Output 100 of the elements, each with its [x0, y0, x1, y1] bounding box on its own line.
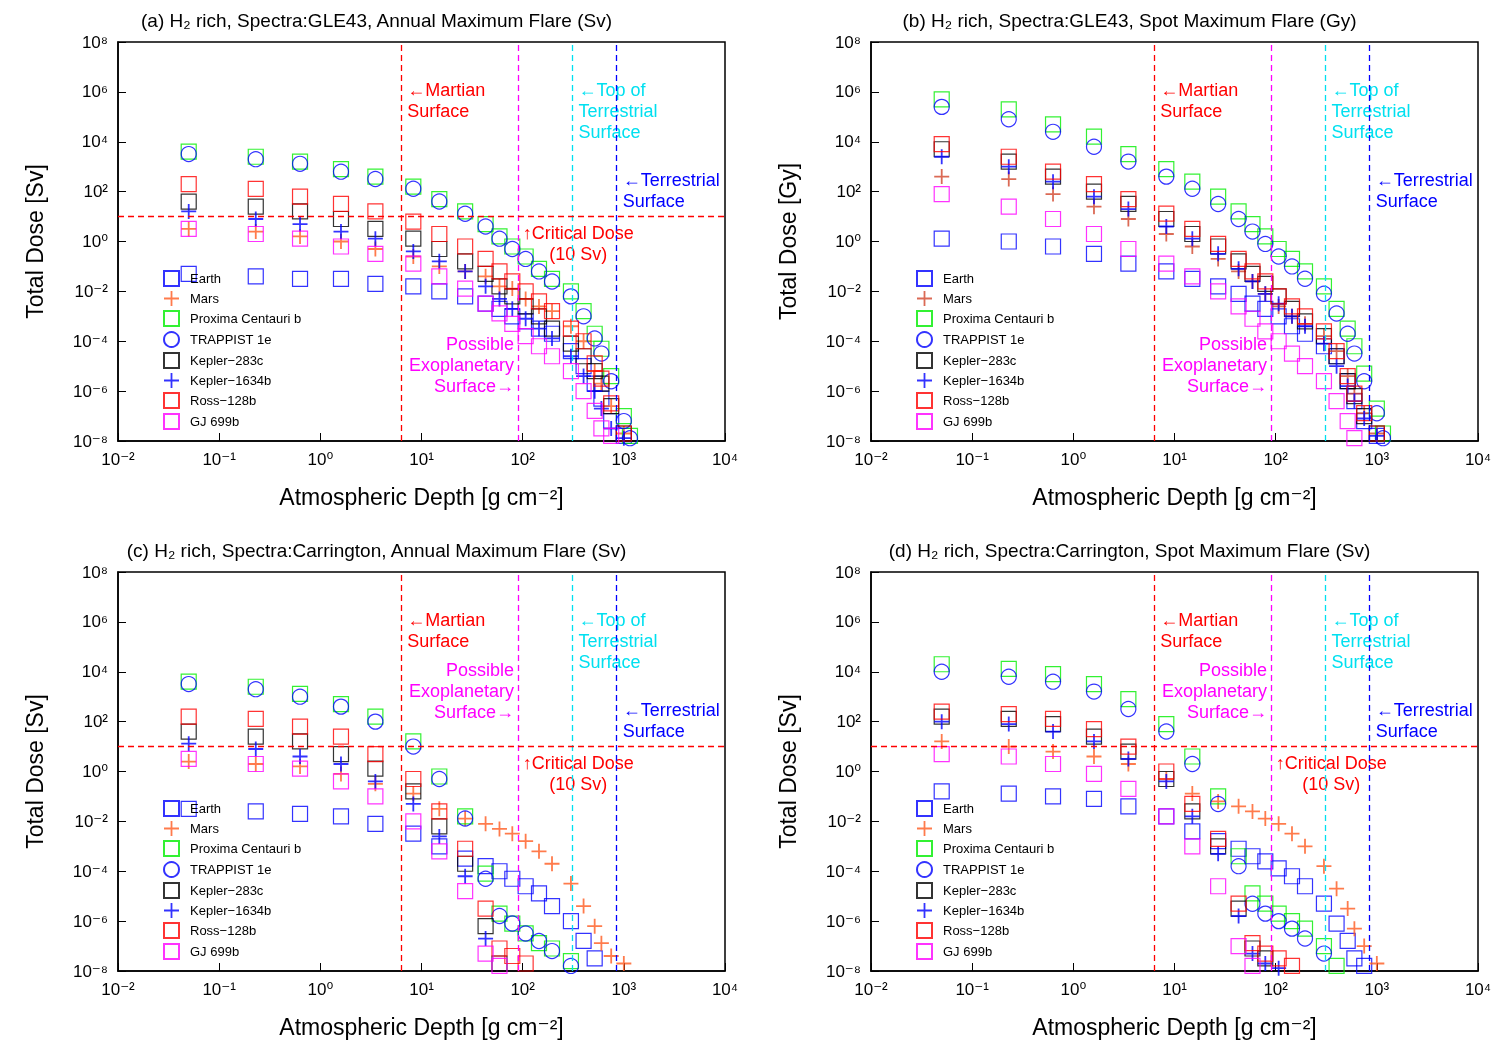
ref-line-label: ←Terrestrial Surface: [1375, 699, 1473, 741]
y-tick-label: 10⁴: [834, 132, 861, 152]
y-tick-label: 10⁻²: [827, 281, 862, 301]
ref-line-label: ↑Critical Dose (10 Sv): [522, 753, 634, 795]
x-tick-label: 10⁴: [711, 980, 739, 999]
x-tick-label: 10⁰: [307, 450, 334, 469]
ref-line-label: ←Top of Terrestrial Surface: [578, 609, 658, 672]
y-tick-label: 10²: [83, 182, 109, 202]
y-tick-label: 10²: [836, 712, 862, 732]
y-tick-label: 10⁻⁴: [825, 861, 861, 881]
y-tick-label: 10⁻⁶: [73, 911, 108, 931]
y-tick-label: 10⁶: [82, 82, 108, 102]
legend-label: GJ 699b: [190, 944, 240, 959]
legend-label: Proxima Centauri b: [190, 841, 302, 856]
legend-label: Proxima Centauri b: [943, 841, 1055, 856]
x-tick-label: 10⁻²: [854, 980, 889, 999]
legend-label: Kepler−1634b: [943, 373, 1025, 388]
legend-label: TRAPPIST 1e: [943, 862, 1025, 877]
y-tick-label: 10⁻⁸: [72, 431, 108, 451]
legend-label: Ross−128b: [943, 393, 1010, 408]
legend-label: Ross−128b: [943, 923, 1010, 938]
x-tick-label: 10⁻¹: [202, 450, 237, 469]
y-tick-label: 10⁻⁶: [73, 381, 108, 401]
ref-line-label: ←Martian Surface: [1160, 79, 1239, 121]
ref-line-label: ←Terrestrial Surface: [1375, 169, 1473, 211]
ref-line-label: ←Martian Surface: [407, 609, 486, 651]
y-axis-title: Total Dose [Sv]: [21, 164, 48, 319]
ref-line-label: ←Top of Terrestrial Surface: [578, 79, 658, 142]
x-tick-label: 10³: [1364, 450, 1390, 469]
legend-label: Kepler−1634b: [190, 903, 272, 918]
legend-label: Mars: [943, 291, 973, 306]
legend-label: Earth: [943, 801, 975, 816]
chart-title: (d) H₂ rich, Spectra:Carrington, Spot Maximum Flare (Sv): [888, 540, 1371, 561]
legend-label: Proxima Centauri b: [943, 311, 1055, 326]
y-tick-label: 10⁻⁸: [72, 961, 108, 981]
legend-label: Mars: [190, 821, 220, 836]
y-axis-title: Total Dose [Sv]: [21, 694, 48, 849]
legend-label: Kepler−283c: [943, 883, 1017, 898]
x-tick-label: 10⁰: [307, 980, 334, 999]
legend-label: TRAPPIST 1e: [190, 862, 272, 877]
x-tick-label: 10¹: [1162, 450, 1188, 469]
y-tick-label: 10⁰: [82, 232, 109, 251]
ref-line-label: ←Top of Terrestrial Surface: [1331, 609, 1411, 672]
ref-line-label: ←Top of Terrestrial Surface: [1331, 79, 1411, 142]
x-tick-label: 10²: [510, 450, 536, 469]
x-tick-label: 10³: [611, 450, 637, 469]
legend-label: Earth: [943, 271, 975, 286]
chart-title: (b) H₂ rich, Spectra:GLE43, Spot Maximum Flare (Gy): [902, 10, 1357, 31]
y-tick-label: 10⁻⁴: [72, 861, 108, 881]
y-tick-label: 10⁻⁶: [826, 911, 861, 931]
x-tick-label: 10²: [510, 980, 536, 999]
x-tick-label: 10⁻²: [854, 450, 889, 469]
legend-label: TRAPPIST 1e: [190, 332, 272, 347]
y-tick-label: 10⁸: [834, 562, 861, 582]
legend-label: Kepler−283c: [943, 353, 1017, 368]
ref-line-label: ←Martian Surface: [407, 79, 486, 121]
y-tick-label: 10⁻⁴: [825, 331, 861, 351]
legend-label: Kepler−1634b: [190, 373, 272, 388]
legend-label: TRAPPIST 1e: [943, 332, 1025, 347]
x-tick-label: 10⁻¹: [202, 980, 237, 999]
x-tick-label: 10²: [1263, 980, 1289, 999]
legend-label: Ross−128b: [190, 923, 257, 938]
x-tick-label: 10⁻²: [101, 450, 136, 469]
ref-line-label: Possible Exoplanetary Surface→: [408, 334, 515, 397]
y-tick-label: 10⁴: [81, 662, 108, 682]
y-tick-label: 10⁰: [82, 762, 109, 781]
x-tick-label: 10⁴: [1464, 980, 1492, 999]
y-tick-label: 10⁰: [835, 762, 862, 781]
x-axis-title: Atmospheric Depth [g cm⁻²]: [1032, 483, 1317, 510]
x-tick-label: 10⁴: [711, 450, 739, 469]
y-tick-label: 10²: [83, 712, 109, 732]
legend-label: Proxima Centauri b: [190, 311, 302, 326]
ref-line-label: ↑Critical Dose (10 Sv): [522, 223, 634, 265]
x-tick-label: 10⁻¹: [955, 980, 990, 999]
legend-label: GJ 699b: [943, 944, 993, 959]
legend-label: GJ 699b: [943, 414, 993, 429]
x-tick-label: 10⁴: [1464, 450, 1492, 469]
y-tick-label: 10⁻⁴: [72, 331, 108, 351]
ref-line-label: ←Terrestrial Surface: [622, 699, 720, 741]
x-tick-label: 10³: [1364, 980, 1390, 999]
x-tick-label: 10²: [1263, 450, 1289, 469]
legend-label: Kepler−1634b: [943, 903, 1025, 918]
x-axis-title: Atmospheric Depth [g cm⁻²]: [279, 1013, 564, 1040]
y-axis-title: Total Dose [Sv]: [774, 694, 801, 849]
y-tick-label: 10⁶: [82, 612, 108, 632]
y-tick-label: 10⁸: [834, 32, 861, 52]
legend-label: Mars: [190, 291, 220, 306]
x-tick-label: 10³: [611, 980, 637, 999]
y-tick-label: 10⁴: [834, 662, 861, 682]
y-tick-label: 10⁶: [835, 82, 861, 102]
chart-title: (a) H₂ rich, Spectra:GLE43, Annual Maximum Flare (Sv): [141, 10, 612, 31]
ref-line-label: Possible Exoplanetary Surface→: [1161, 334, 1268, 397]
x-tick-label: 10⁻¹: [955, 450, 990, 469]
y-tick-label: 10⁸: [81, 562, 108, 582]
y-tick-label: 10⁻⁶: [826, 381, 861, 401]
y-tick-label: 10⁶: [835, 612, 861, 632]
ref-line-label: ←Terrestrial Surface: [622, 169, 720, 211]
y-tick-label: 10⁸: [81, 32, 108, 52]
legend-label: Earth: [190, 271, 222, 286]
ref-line-label: ↑Critical Dose (10 Sv): [1275, 753, 1387, 795]
